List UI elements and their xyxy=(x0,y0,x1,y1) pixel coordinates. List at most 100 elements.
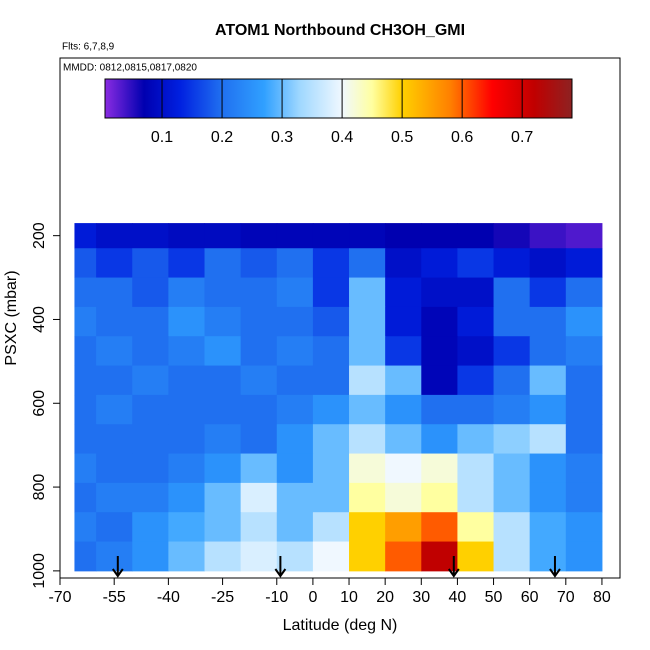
colorbar-tick-label: 0.4 xyxy=(331,129,353,146)
x-tick-label: 40 xyxy=(449,589,467,606)
heatmap-cell xyxy=(74,336,97,367)
heatmap-cell xyxy=(349,277,386,308)
heatmap-cell xyxy=(457,277,495,308)
x-tick-label: 0 xyxy=(308,589,317,606)
heatmap-cell xyxy=(204,336,242,367)
heatmap-cell xyxy=(96,453,133,484)
heatmap-cell xyxy=(312,223,350,249)
heatmap-cell xyxy=(312,453,350,484)
heatmap-cell xyxy=(493,512,531,543)
heatmap-cell xyxy=(204,394,242,425)
heatmap-cell xyxy=(421,336,458,367)
heatmap-cell xyxy=(74,512,97,543)
heatmap-cell xyxy=(529,424,567,455)
colorbar-tick-label: 0.2 xyxy=(211,129,233,146)
heatmap-cell xyxy=(132,277,169,308)
y-tick-label: 400 xyxy=(31,306,48,333)
heatmap-cell xyxy=(96,223,133,249)
heatmap-cell xyxy=(240,541,278,572)
heatmap-cell xyxy=(493,394,531,425)
x-tick-label: 20 xyxy=(376,589,394,606)
heatmap-cell xyxy=(240,336,278,367)
heatmap-cell xyxy=(96,482,133,513)
heatmap-cell xyxy=(312,541,350,572)
heatmap-cell xyxy=(168,394,206,425)
heatmap-cell xyxy=(276,512,314,543)
heatmap-cell xyxy=(565,512,603,543)
heatmap-cell xyxy=(312,512,350,543)
heatmap-cell xyxy=(493,277,531,308)
flight-arrow xyxy=(111,556,124,578)
heatmap-cell xyxy=(565,482,603,513)
heatmap-cell xyxy=(385,223,422,249)
colorbar-tick-label: 0.3 xyxy=(271,129,293,146)
heatmap-cell xyxy=(349,453,386,484)
heatmap-cell xyxy=(276,453,314,484)
heatmap-cell xyxy=(168,306,206,337)
heatmap-cell xyxy=(457,248,495,279)
heatmap-cell xyxy=(132,306,169,337)
heatmap-cell xyxy=(349,394,386,425)
heatmap-cell xyxy=(565,248,603,279)
y-tick-label: 800 xyxy=(31,474,48,501)
heatmap-cell xyxy=(240,365,278,396)
heatmap-cell xyxy=(240,223,278,249)
heatmap-cell xyxy=(312,394,350,425)
heatmap-cell xyxy=(168,541,206,572)
heatmap-cell xyxy=(240,277,278,308)
heatmap-cell xyxy=(276,424,314,455)
heatmap-cell xyxy=(457,223,495,249)
heatmap-cell xyxy=(529,365,567,396)
heatmap-cell xyxy=(276,482,314,513)
heatmap-cell xyxy=(493,453,531,484)
heatmap-cell xyxy=(168,223,206,249)
heatmap-cell xyxy=(132,424,169,455)
heatmap-cell xyxy=(96,365,133,396)
heatmap-cell xyxy=(493,336,531,367)
heatmap-cell xyxy=(312,277,350,308)
heatmap-cell xyxy=(529,248,567,279)
colorbar-tick-label: 0.6 xyxy=(451,129,473,146)
heatmap-cell xyxy=(385,277,422,308)
heatmap-cell xyxy=(385,306,422,337)
heatmap-cell xyxy=(349,248,386,279)
heatmap-cell xyxy=(276,306,314,337)
heatmap-cell xyxy=(132,541,169,572)
heatmap-cell xyxy=(96,541,133,572)
heatmap-cell xyxy=(204,453,242,484)
heatmap-cell xyxy=(204,482,242,513)
heatmap-cell xyxy=(421,512,458,543)
heatmap-cell xyxy=(493,365,531,396)
heatmap-cell xyxy=(204,306,242,337)
heatmap-cell xyxy=(421,453,458,484)
heatmap-cell xyxy=(421,424,458,455)
y-tick-label: 1000 xyxy=(31,553,48,589)
heatmap-cell xyxy=(96,248,133,279)
heatmap-cell xyxy=(565,336,603,367)
heatmap-cell xyxy=(74,394,97,425)
heatmap-cell xyxy=(204,541,242,572)
heatmap-cell xyxy=(132,394,169,425)
heatmap-cell xyxy=(421,541,458,572)
heatmap-cell xyxy=(276,223,314,249)
heatmap-cell xyxy=(168,248,206,279)
heatmap-cell xyxy=(457,306,495,337)
heatmap-cell xyxy=(312,365,350,396)
heatmap-cell xyxy=(529,336,567,367)
x-tick-label: 70 xyxy=(557,589,575,606)
heatmap-cell xyxy=(385,394,422,425)
heatmap-cell xyxy=(74,482,97,513)
heatmap-cell xyxy=(493,482,531,513)
colorbar xyxy=(104,78,573,119)
heatmap-cell xyxy=(276,394,314,425)
heatmap-cell xyxy=(349,223,386,249)
heatmap-cell xyxy=(457,453,495,484)
heatmap-cell xyxy=(457,541,495,572)
heatmap-cell xyxy=(276,336,314,367)
heatmap-cell xyxy=(349,365,386,396)
heatmap-cell xyxy=(565,365,603,396)
heatmap-cell xyxy=(168,336,206,367)
heatmap-cell xyxy=(565,424,603,455)
heatmap-cell xyxy=(74,453,97,484)
